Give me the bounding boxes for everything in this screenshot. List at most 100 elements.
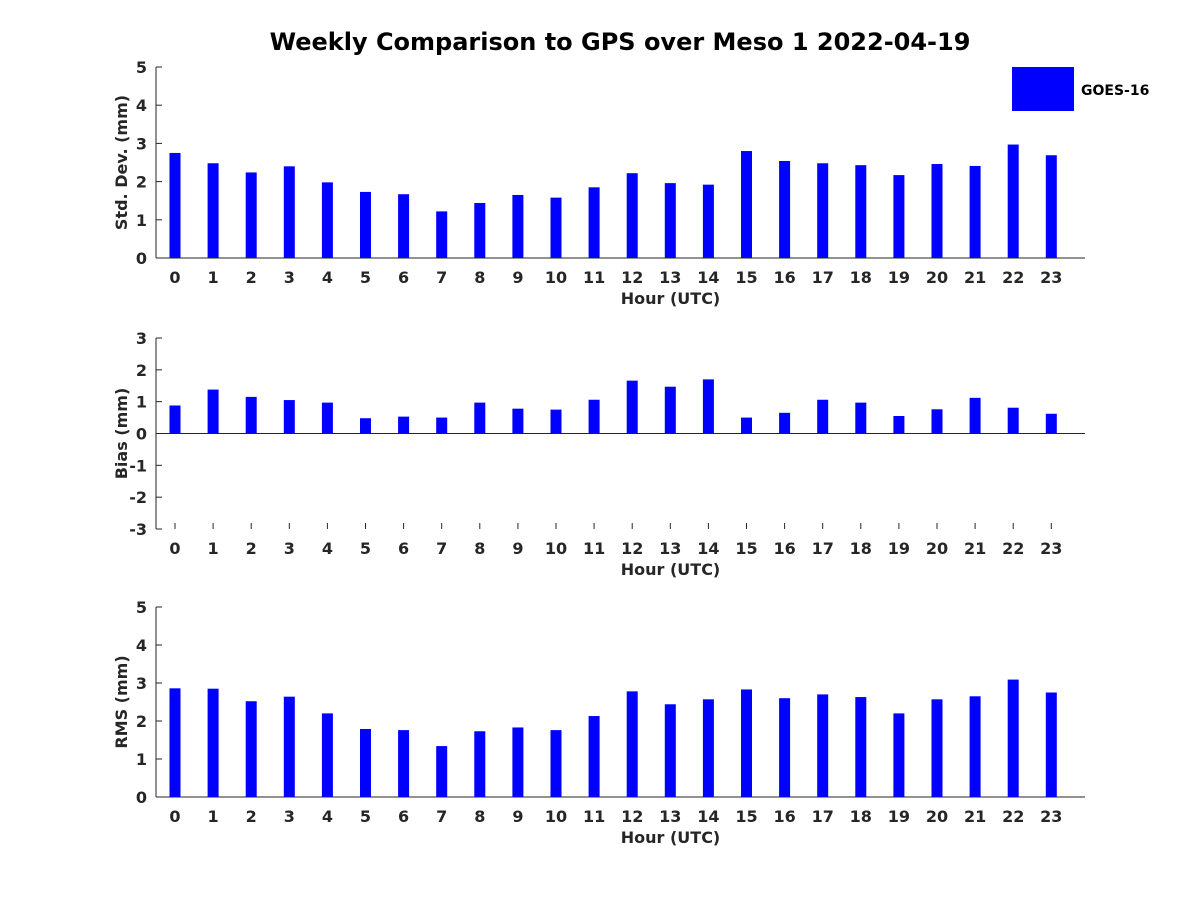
std-bar-4 <box>321 182 333 258</box>
bias-xtick-label: 2 <box>246 539 257 558</box>
bias-bar-18 <box>855 402 867 434</box>
std-xtick-label: 23 <box>1040 268 1062 287</box>
chart-title: Weekly Comparison to GPS over Meso 1 202… <box>269 28 971 56</box>
bias-bar-21 <box>969 397 981 434</box>
bias-bar-6 <box>398 416 410 434</box>
bias-ytick-label: -2 <box>129 488 147 507</box>
bias-bar-8 <box>474 402 486 434</box>
bias-xtick-label: 10 <box>545 539 567 558</box>
bias-xtick-label: 22 <box>1002 539 1024 558</box>
bias-xtick-label: 1 <box>208 539 219 558</box>
rms-bar-17 <box>817 694 829 797</box>
rms-bar-18 <box>855 697 867 797</box>
std-ytick-label: 1 <box>136 211 147 230</box>
std-bar-15 <box>741 151 752 258</box>
rms-xtick-label: 22 <box>1002 807 1024 826</box>
bias-xtick-label: 12 <box>621 539 643 558</box>
bias-ytick-label: -1 <box>129 456 147 475</box>
bias-xtick-label: 6 <box>398 539 409 558</box>
rms-bar-15 <box>741 689 752 797</box>
rms-bar-20 <box>931 699 943 797</box>
bias-bar-11 <box>588 399 600 434</box>
bias-bar-10 <box>550 409 562 434</box>
rms-xtick-label: 11 <box>583 807 605 826</box>
bias-xtick-label: 0 <box>169 539 180 558</box>
std-bar-5 <box>360 191 371 258</box>
rms-xtick-label: 10 <box>545 807 567 826</box>
std-bar-3 <box>283 166 295 258</box>
rms-xtick-label: 16 <box>773 807 795 826</box>
std-bar-12 <box>626 173 638 258</box>
bias-bar-22 <box>1007 407 1019 434</box>
std-xtick-label: 13 <box>659 268 681 287</box>
rms-bar-0 <box>169 688 181 797</box>
rms-xtick-label: 12 <box>621 807 643 826</box>
bias-x-axis-label: Hour (UTC) <box>621 560 721 579</box>
std-bar-21 <box>969 165 981 258</box>
std-xtick-label: 16 <box>773 268 795 287</box>
std-bar-23 <box>1045 155 1057 258</box>
std-xtick-label: 1 <box>208 268 219 287</box>
rms-xtick-label: 13 <box>659 807 681 826</box>
rms-xtick-label: 18 <box>850 807 872 826</box>
rms-xtick-label: 7 <box>436 807 447 826</box>
bias-xtick-label: 19 <box>888 539 910 558</box>
bias-xtick-label: 18 <box>850 539 872 558</box>
rms-xtick-label: 15 <box>735 807 757 826</box>
std-y-axis-label: Std. Dev. (mm) <box>112 95 131 230</box>
std-xtick-label: 6 <box>398 268 409 287</box>
std-xtick-label: 2 <box>246 268 257 287</box>
std-bar-8 <box>474 202 486 258</box>
std-bar-7 <box>436 211 448 258</box>
rms-bar-13 <box>664 704 676 797</box>
rms-xtick-label: 6 <box>398 807 409 826</box>
std-ytick-label: 4 <box>136 96 147 115</box>
rms-bar-3 <box>283 696 295 797</box>
rms-ytick-label: 3 <box>136 674 147 693</box>
rms-xtick-label: 23 <box>1040 807 1062 826</box>
bias-xtick-label: 5 <box>360 539 371 558</box>
std-bar-13 <box>664 183 676 258</box>
std-bar-18 <box>855 165 867 258</box>
bias-xtick-label: 3 <box>284 539 295 558</box>
std-bar-9 <box>512 194 524 258</box>
std-xtick-label: 5 <box>360 268 371 287</box>
bias-bar-20 <box>931 409 943 434</box>
bias-bar-12 <box>626 380 638 434</box>
bias-xtick-label: 21 <box>964 539 986 558</box>
bias-bar-5 <box>360 418 371 434</box>
bias-bar-19 <box>893 415 905 434</box>
rms-bar-10 <box>550 730 562 797</box>
rms-bar-5 <box>360 728 371 797</box>
std-xtick-label: 3 <box>284 268 295 287</box>
rms-bar-6 <box>398 730 410 797</box>
rms-bar-21 <box>969 696 981 797</box>
rms-xtick-label: 9 <box>512 807 523 826</box>
bias-bar-14 <box>702 379 714 434</box>
rms-xtick-label: 3 <box>284 807 295 826</box>
bias-ytick-label: -3 <box>129 520 147 539</box>
std-ytick-label: 5 <box>136 58 147 77</box>
bias-bar-4 <box>321 402 333 434</box>
std-bar-16 <box>779 160 791 258</box>
rms-bar-4 <box>321 713 333 797</box>
bias-xtick-label: 17 <box>812 539 834 558</box>
std-xtick-label: 15 <box>735 268 757 287</box>
rms-bar-8 <box>474 731 486 797</box>
bias-xtick-label: 20 <box>926 539 948 558</box>
rms-xtick-label: 4 <box>322 807 333 826</box>
rms-bar-11 <box>588 716 600 797</box>
rms-bar-14 <box>702 699 714 797</box>
rms-xtick-label: 19 <box>888 807 910 826</box>
bias-xtick-label: 16 <box>773 539 795 558</box>
bias-xtick-label: 7 <box>436 539 447 558</box>
bias-bar-3 <box>283 400 295 434</box>
bias-bar-16 <box>779 412 791 434</box>
rms-xtick-label: 14 <box>697 807 719 826</box>
std-bar-14 <box>702 184 714 258</box>
std-xtick-label: 12 <box>621 268 643 287</box>
rms-xtick-label: 8 <box>474 807 485 826</box>
std-bar-19 <box>893 175 905 258</box>
bias-y-axis-label: Bias (mm) <box>112 388 131 480</box>
